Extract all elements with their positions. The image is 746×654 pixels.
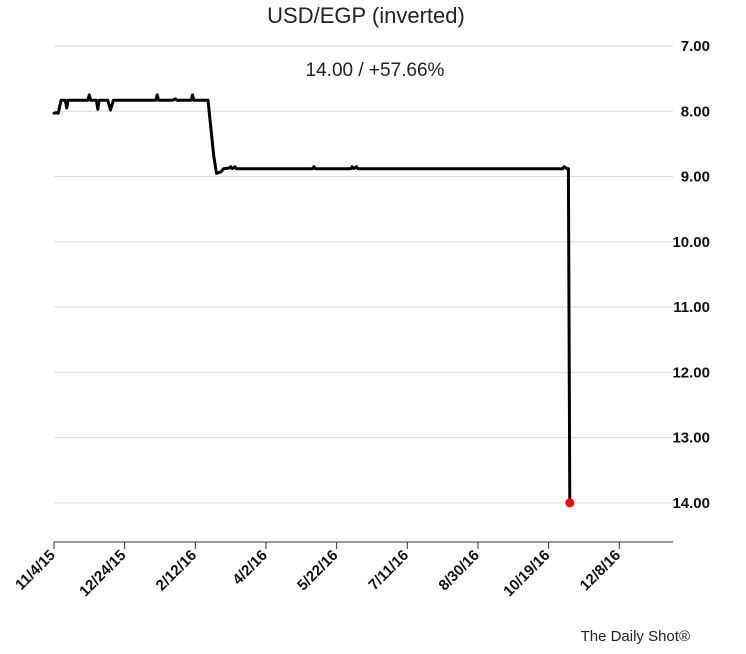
x-tick-label: 8/30/16 — [435, 547, 482, 594]
series-line — [52, 93, 572, 505]
chart-subtitle: 14.00 / +57.66% — [306, 60, 445, 81]
gridlines — [54, 45, 673, 504]
x-tick-label: 11/4/15 — [12, 547, 59, 594]
x-tick-label: 5/22/16 — [294, 547, 341, 594]
y-tick-label: 12.00 — [672, 364, 710, 381]
y-tick-label: 13.00 — [672, 430, 710, 447]
x-tick-label: 4/2/16 — [229, 547, 271, 589]
y-tick-label: 8.00 — [681, 103, 710, 120]
x-axis — [53, 541, 673, 549]
x-tick-label: 12/24/15 — [76, 547, 129, 600]
x-tick-label: 2/12/16 — [153, 547, 200, 594]
y-tick-label: 9.00 — [681, 169, 710, 186]
y-tick-label: 7.00 — [681, 38, 710, 55]
x-tick-label: 7/11/16 — [365, 547, 412, 594]
chart-title: USD/EGP (inverted) — [267, 3, 465, 28]
y-axis: 7.00 8.00 9.00 10.00 11.00 12.00 13.00 14.00 — [672, 38, 710, 512]
y-tick-label: 10.00 — [672, 234, 710, 251]
series-group — [52, 93, 575, 508]
source-credit: The Daily Shot® — [581, 628, 690, 645]
x-tick-label: 10/19/16 — [500, 547, 553, 600]
y-tick-label: 14.00 — [672, 495, 710, 512]
x-axis-labels: 11/4/15 12/24/15 2/12/16 4/2/16 5/22/16 7/11/… — [12, 547, 624, 600]
y-tick-label: 11.00 — [673, 299, 710, 316]
x-tick-label: 12/8/16 — [577, 547, 624, 594]
last-point-marker — [565, 498, 575, 508]
